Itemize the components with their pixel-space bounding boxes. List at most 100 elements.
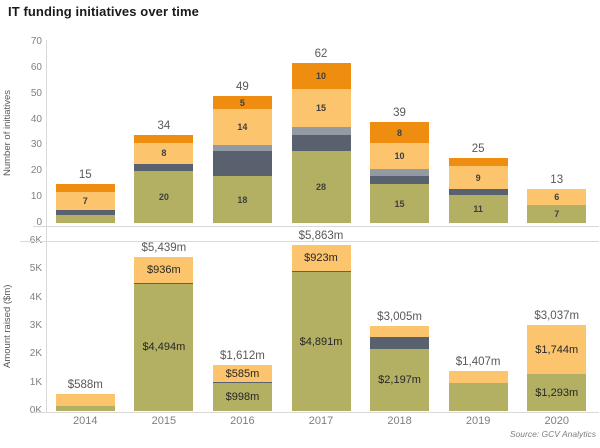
bar-segment-dark-gray — [134, 163, 194, 172]
segment-value-label: 7 — [554, 208, 560, 219]
segment-value-label: 6 — [554, 192, 560, 203]
bar-segment-light-orange — [291, 244, 351, 272]
segment-value-label: 18 — [237, 194, 248, 205]
bar-segment-light-orange — [527, 189, 587, 205]
bar-segment-light-orange — [448, 166, 508, 190]
bar-segment-light-orange — [291, 88, 351, 128]
x-axis-year-label: 2014 — [73, 415, 98, 427]
bar-segment-light-orange — [134, 142, 194, 164]
segment-value-label: 9 — [475, 172, 481, 183]
y-tick-label: 5K — [29, 263, 42, 275]
bar-total-label: $5,439m — [141, 241, 187, 254]
y-tick-label: 6K — [10, 235, 42, 246]
y-tick-label: 10 — [30, 191, 42, 203]
bar-total-label: 25 — [471, 143, 485, 156]
y-tick-label: 60 — [30, 61, 42, 73]
bar-segment-light-gray — [291, 127, 351, 136]
bar-segment-green — [527, 204, 587, 223]
y-tick-label: 70 — [30, 36, 42, 47]
bar-segment-dark-gray — [291, 271, 351, 273]
y-tick-label: 20 — [30, 165, 42, 177]
segment-value-label: $4,891m — [299, 335, 343, 348]
y-tick-label: 3K — [29, 320, 42, 331]
y-tick-label: 0K — [29, 405, 42, 416]
y-tick-label: 4K — [29, 291, 42, 303]
segment-value-label: 20 — [158, 192, 169, 203]
bar-segment-dark-orange — [370, 122, 430, 143]
bar-segment-dark-orange — [448, 158, 508, 167]
segment-value-label: 14 — [237, 122, 248, 133]
bar-segment-light-orange — [55, 394, 115, 407]
segment-value-label: 15 — [315, 102, 327, 113]
y-tick-label: 2K — [29, 348, 42, 360]
bar-segment-dark-gray — [212, 381, 272, 383]
segment-value-label: 10 — [315, 70, 327, 81]
segment-value-label: 8 — [397, 127, 403, 138]
bar-segment-green — [134, 283, 194, 411]
x-axis-year-label: 2015 — [151, 415, 177, 427]
bar-total-label: 15 — [78, 169, 92, 182]
segment-value-label: 7 — [82, 196, 88, 207]
bar-total-label: 49 — [236, 81, 249, 94]
bar-segment-green — [134, 171, 194, 223]
segment-value-label: $936m — [147, 264, 181, 277]
bar-segment-light-orange — [448, 371, 508, 384]
bar-total-label: 34 — [157, 120, 171, 133]
initiatives-chart: 0 10 20 30 40 50 60 70 7 15 20 8 34 18 14 5 49 28 15 10 62 15… — [31, 36, 599, 228]
bar-segment-light-orange — [370, 325, 430, 338]
y-tick-label: 50 — [30, 87, 42, 99]
segment-value-label: 15 — [394, 198, 405, 209]
bar-segment-green — [212, 176, 272, 223]
x-axis-year-label: 2016 — [230, 415, 255, 427]
segment-value-label: $1,744m — [535, 343, 579, 356]
y-tick-label: 0 — [36, 217, 42, 228]
y-tick-label: 30 — [30, 139, 42, 151]
bar-total-label: $1,612m — [220, 350, 265, 363]
bar-total-label: 62 — [314, 47, 328, 60]
bar-total-label: $5,863m — [298, 229, 344, 242]
bar-total-label: $3,005m — [377, 310, 422, 323]
bar-segment-light-orange — [370, 142, 430, 169]
bar-segment-dark-gray — [370, 337, 430, 349]
amount-chart: 0K1K2K3K4K5K6K$588m2014$4,494m$936m$5,43… — [20, 230, 599, 427]
segment-value-label: $1,293m — [535, 386, 579, 399]
source-credit: Source: GCV Analytics — [509, 429, 596, 439]
bar-segment-light-gray — [212, 145, 272, 151]
x-axis-year-label: 2019 — [465, 415, 491, 427]
bar-segment-green — [527, 374, 587, 411]
segment-value-label: 28 — [315, 181, 327, 192]
bar-segment-green — [212, 382, 272, 411]
segment-value-label: $998m — [225, 390, 260, 403]
segment-value-label: 8 — [161, 148, 167, 159]
bar-segment-dark-gray — [448, 189, 508, 195]
segment-value-label: $923m — [304, 251, 338, 264]
bar-segment-light-orange — [212, 109, 272, 146]
segment-value-label: $4,494m — [142, 341, 186, 354]
bar-segment-dark-orange — [291, 62, 351, 89]
bar-segment-dark-orange — [134, 135, 194, 143]
y-tick-label: 1K — [29, 376, 42, 388]
bar-segment-light-orange — [527, 324, 587, 375]
segment-value-label: 10 — [394, 150, 405, 161]
segment-value-label: 5 — [239, 97, 245, 108]
y-tick-label: 40 — [30, 113, 42, 125]
page-title: IT funding initiatives over time — [8, 4, 200, 19]
bar-segment-dark-gray — [291, 135, 351, 151]
bar-total-label: $1,407m — [455, 356, 501, 369]
bar-segment-green — [291, 150, 351, 223]
bar-segment-light-gray — [370, 168, 430, 177]
bar-segment-light-orange — [212, 365, 272, 382]
bar-segment-dark-gray — [212, 150, 272, 177]
bar-segment-green — [370, 184, 430, 223]
bar-total-label: $588m — [67, 379, 103, 392]
x-axis-line — [33, 226, 599, 227]
bar-total-label: 39 — [393, 107, 406, 120]
bar-total-label: $3,037m — [534, 309, 580, 322]
gridline-top — [20, 241, 599, 242]
x-axis-line — [33, 412, 599, 413]
bar-segment-green — [55, 406, 115, 411]
bar-segment-green — [370, 348, 430, 411]
bar-segment-light-orange — [134, 256, 194, 284]
x-axis-year-label: 2020 — [544, 415, 569, 427]
